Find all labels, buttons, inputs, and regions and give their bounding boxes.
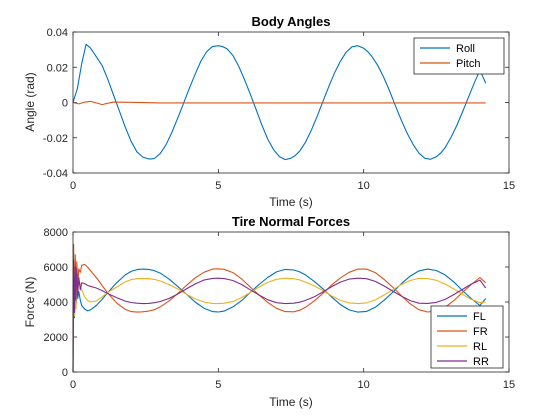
chart-title: Body Angles (252, 14, 331, 29)
y-axis-label: Angle (rad) (23, 72, 37, 131)
x-tick-label: 5 (215, 180, 221, 192)
y-tick-label: 8000 (44, 227, 68, 239)
axes-box (72, 31, 510, 174)
x-tick-label: 0 (70, 180, 76, 192)
legend-entry-rl: RL (473, 341, 487, 353)
legend: Roll Pitch (413, 37, 505, 75)
subplot-tire-normal-forces: Tire Normal Forces 0 5 10 15 0 2000 4000 6000 8… (23, 214, 515, 409)
x-tick-label: 15 (503, 379, 515, 391)
legend-entry-roll: Roll (456, 43, 475, 55)
y-tick-label: 0.02 (47, 62, 68, 74)
x-axis-label: Time (s) (269, 195, 313, 209)
y-tick-label: 6000 (44, 262, 68, 274)
series-lines (72, 243, 487, 373)
x-tick-labels: 0 5 10 15 (70, 32, 515, 192)
series-line-pitch (72, 100, 486, 106)
series-line-roll (72, 43, 487, 161)
series-line-rl (72, 269, 486, 373)
chart-title: Tire Normal Forces (232, 214, 350, 229)
x-tick-label: 10 (358, 379, 370, 391)
series-lines (72, 43, 487, 161)
y-tick-labels: 0 2000 4000 6000 8000 (44, 227, 509, 379)
axes-box (72, 231, 510, 373)
y-axis-label: Force (N) (23, 277, 37, 328)
x-tick-label: 15 (503, 180, 515, 192)
x-tick-labels: 0 5 10 15 (70, 232, 515, 391)
y-tick-label: 4000 (44, 297, 68, 309)
series-line-rr (72, 259, 487, 373)
legend-entry-pitch: Pitch (456, 58, 480, 70)
legend-box (413, 37, 505, 75)
legend-entry-fr: FR (473, 326, 488, 338)
legend-box (430, 305, 504, 369)
y-tick-label: -0.02 (43, 133, 68, 145)
x-axis-label: Time (s) (269, 395, 313, 409)
legend-entry-rr: RR (473, 356, 489, 368)
x-tick-label: 10 (358, 180, 370, 192)
y-tick-labels: -0.04 -0.02 0 0.02 0.04 (43, 27, 509, 180)
legend-entry-fl: FL (473, 311, 486, 323)
series-line-fr (72, 243, 487, 373)
y-tick-label: 0 (62, 98, 68, 110)
y-tick-label: 2000 (44, 332, 68, 344)
x-tick-label: 0 (70, 379, 76, 391)
subplot-body-angles: Body Angles 0 5 10 15 -0.04 -0.02 0 0.02 0.04 T… (23, 14, 515, 209)
y-tick-label: 0 (62, 367, 68, 379)
y-tick-label: -0.04 (43, 168, 68, 180)
y-tick-label: 0.04 (47, 27, 68, 39)
legend: FL FR RL RR (430, 305, 504, 369)
x-tick-label: 5 (215, 379, 221, 391)
